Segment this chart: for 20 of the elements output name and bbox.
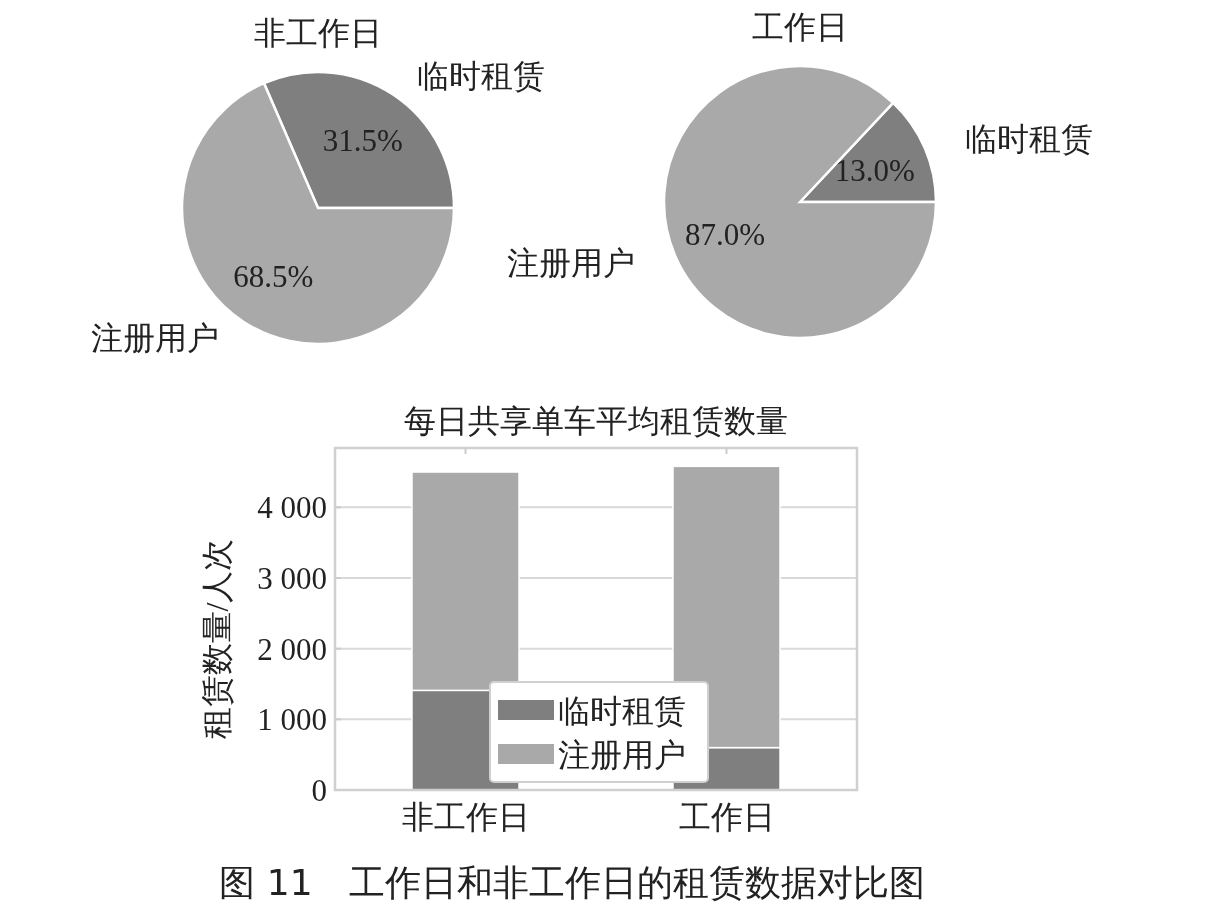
slice-label: 临时租赁	[964, 120, 1093, 157]
data-label: 31.5%	[322, 122, 403, 158]
data-label: 13.0%	[834, 152, 915, 188]
y-tick-label: 2 000	[257, 631, 327, 667]
chart-title: 每日共享单车平均租赁数量	[404, 403, 788, 439]
legend-label: 临时租赁	[558, 693, 686, 729]
y-tick-label: 1 000	[257, 702, 327, 738]
y-axis-title: 租赁数量/人次	[199, 538, 235, 740]
chart-title: 工作日	[752, 9, 848, 45]
slice-label: 注册用户	[91, 319, 220, 356]
data-label: 87.0%	[685, 217, 766, 253]
y-tick-label: 4 000	[257, 490, 327, 526]
data-label: 68.5%	[233, 259, 314, 295]
slice-label: 注册用户	[507, 245, 636, 282]
caption: 图 11 工作日和非工作日的租赁数据对比图	[219, 862, 925, 903]
y-tick-label: 0	[311, 773, 327, 808]
chart-title: 非工作日	[254, 15, 382, 51]
y-tick-label: 3 000	[257, 561, 327, 597]
slice-label: 临时租赁	[416, 58, 545, 95]
legend-label: 注册用户	[558, 737, 686, 773]
